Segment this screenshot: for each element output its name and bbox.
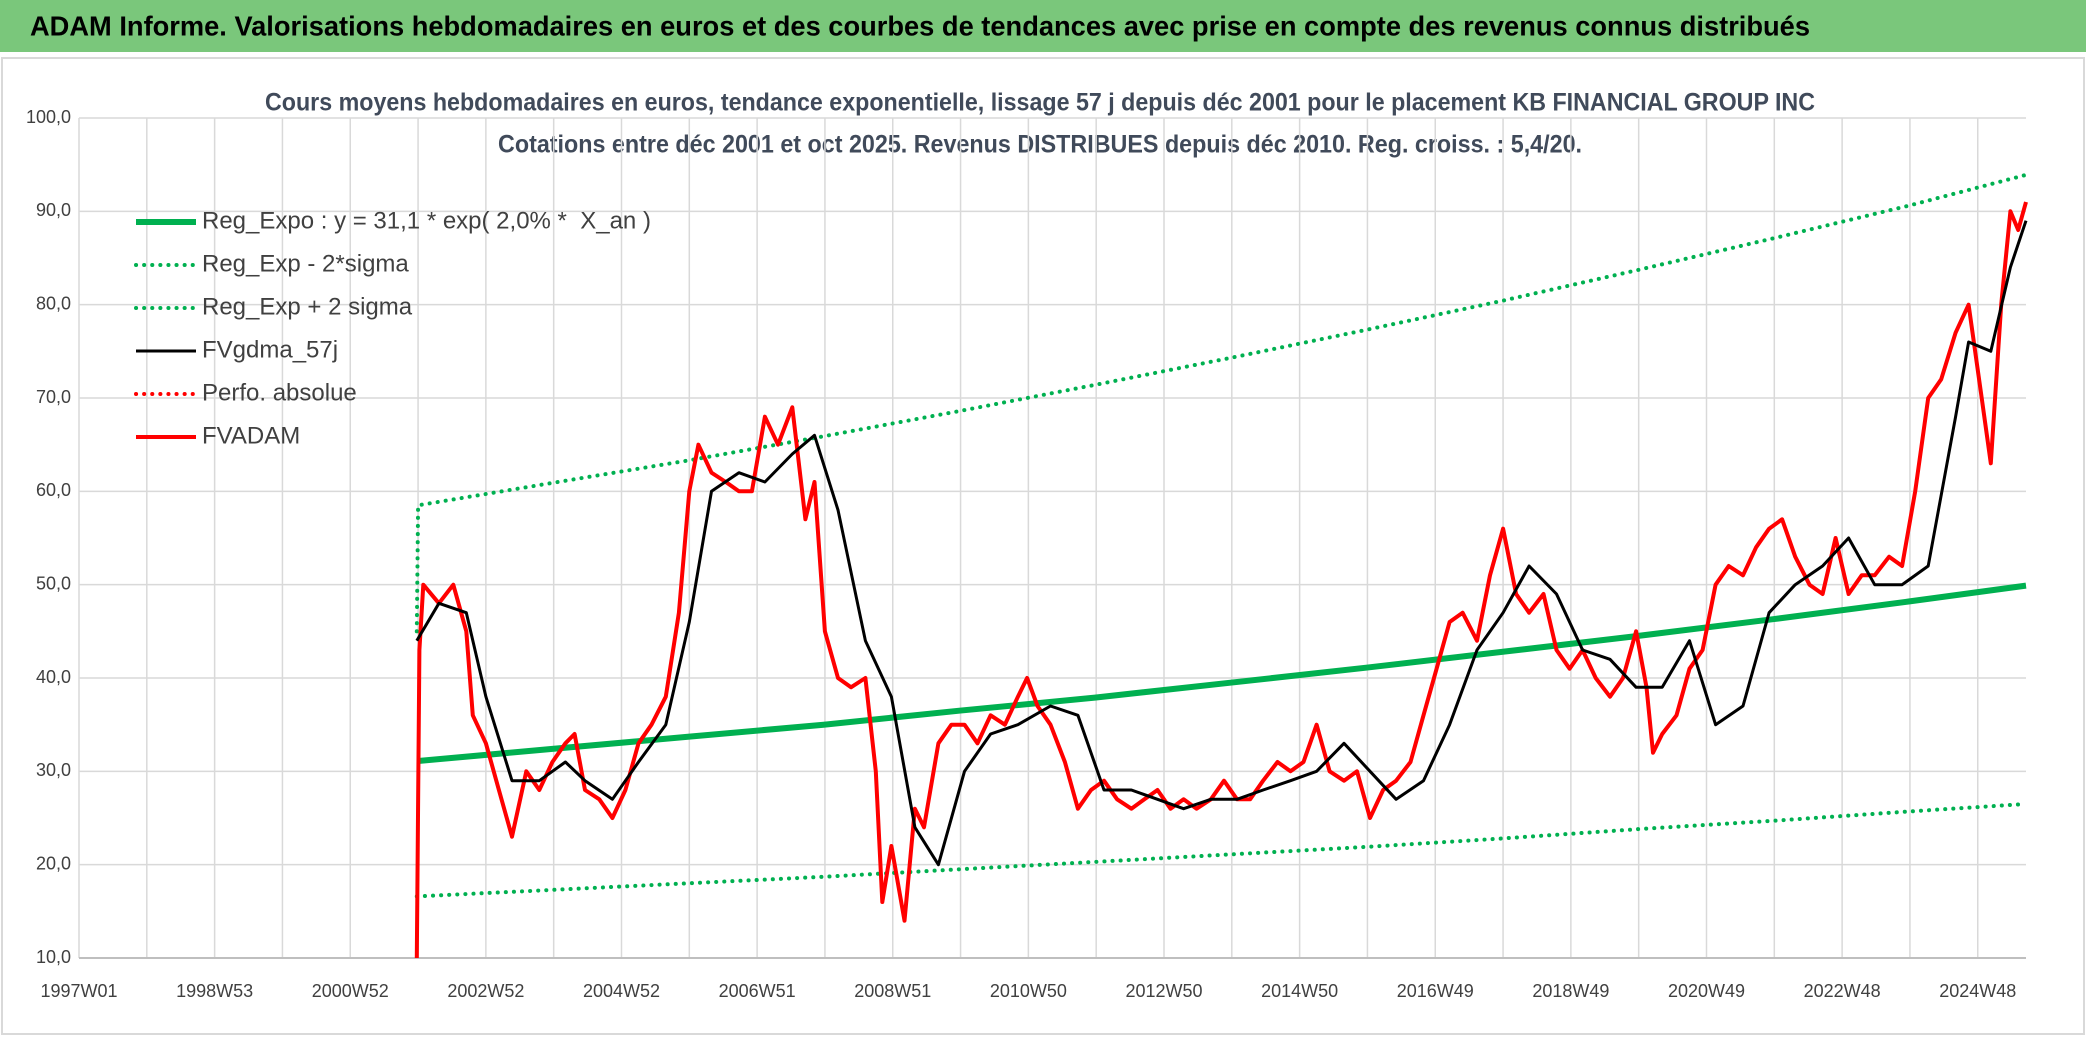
y-tick-label: 10,0 [36,947,71,967]
x-tick-label: 2020W49 [1668,981,1745,1001]
series-line [414,201,2028,959]
x-tick-label: 2002W52 [447,981,524,1001]
legend-label: FVADAM [202,422,300,449]
y-tick-label: 40,0 [36,667,71,687]
x-tick-label: 2012W50 [1125,981,1202,1001]
chart-subtitle: Cotations entre déc 2001 et oct 2025. Re… [498,131,1582,159]
series-line [416,582,2027,765]
x-tick-label: 2006W51 [719,981,796,1001]
y-tick-label: 70,0 [36,387,71,407]
x-tick-label: 2022W48 [1804,981,1881,1001]
legend-label: Perfo. absolue [202,379,357,406]
x-tick-label: 1997W01 [40,981,117,1001]
y-tick-label: 100,0 [26,107,71,127]
x-tick-label: 2008W51 [854,981,931,1001]
chart-title: Cours moyens hebdomadaires en euros, ten… [265,89,1815,117]
series-line [415,220,2028,867]
x-tick-label: 2024W48 [1939,981,2016,1001]
x-tick-label: 2000W52 [312,981,389,1001]
header-title: ADAM Informe. Valorisations hebdomadaire… [30,10,1810,41]
legend-label: Reg_Expo : y = 31,1 * exp( 2,0% * X_an ) [202,207,651,234]
x-tick-label: 2018W49 [1532,981,1609,1001]
y-tick-label: 60,0 [36,480,71,500]
y-tick-label: 30,0 [36,760,71,780]
x-tick-label: 2014W50 [1261,981,1338,1001]
x-tick-label: 2004W52 [583,981,660,1001]
y-tick-label: 20,0 [36,853,71,873]
legend-label: FVgdma_57j [202,336,338,363]
header-band [0,0,2086,52]
y-tick-label: 50,0 [36,573,71,593]
series-line [414,172,2028,634]
y-tick-label: 80,0 [36,293,71,313]
x-tick-label: 1998W53 [176,981,253,1001]
legend-label: Reg_Exp + 2 sigma [202,293,413,320]
y-tick-label: 90,0 [36,200,71,220]
legend-label: Reg_Exp - 2*sigma [202,250,409,277]
x-tick-label: 2016W49 [1397,981,1474,1001]
x-tick-label: 2010W50 [990,981,1067,1001]
chart-border [1,57,2085,1035]
